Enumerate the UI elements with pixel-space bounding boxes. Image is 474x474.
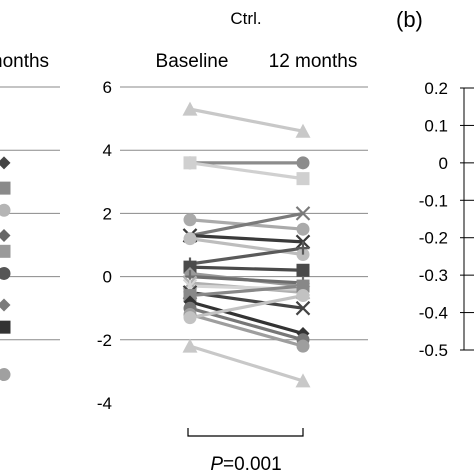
left-marker bbox=[0, 156, 11, 170]
panel-b-y-tick-label: 0 bbox=[439, 154, 448, 173]
panel-b-y-tick-label: -0.5 bbox=[419, 341, 448, 360]
series-4-point-1 bbox=[183, 213, 197, 227]
y-tick-label: -2 bbox=[97, 331, 112, 350]
series-line-9 bbox=[189, 265, 304, 272]
series-1-point-2 bbox=[295, 123, 311, 138]
y-tick-label: 4 bbox=[103, 141, 112, 160]
series-line-20 bbox=[189, 344, 304, 383]
series-line-8 bbox=[189, 246, 304, 266]
series-line-5 bbox=[189, 211, 304, 238]
series-line-1 bbox=[189, 107, 304, 133]
y-tick-label: -4 bbox=[97, 394, 112, 413]
ctrl-series-lines bbox=[189, 107, 304, 383]
series-19-point-2 bbox=[296, 289, 310, 303]
panel-b-y-tick-label: -0.1 bbox=[419, 191, 448, 210]
p-value-text: =0.001 bbox=[223, 454, 282, 474]
x-tick-label-12-months: 12 months bbox=[269, 51, 358, 72]
left-marker bbox=[0, 244, 11, 258]
left-panel-partial: nonths bbox=[0, 51, 60, 382]
left-panel-markers bbox=[0, 156, 11, 382]
left-panel-grid bbox=[0, 86, 60, 341]
panel-b-grid bbox=[460, 87, 474, 351]
series-line-18 bbox=[189, 312, 304, 348]
panel-b-y-axis-ticks: 0.2 0.1 0 -0.1 -0.2 -0.3 -0.4 -0.5 bbox=[419, 79, 448, 360]
series-7-point-1 bbox=[183, 232, 197, 246]
left-marker bbox=[0, 266, 11, 280]
series-line-6 bbox=[189, 233, 304, 244]
panel-b-y-tick-label: 0.2 bbox=[424, 79, 448, 98]
panel-b-y-tick-label: 0.1 bbox=[424, 116, 448, 135]
y-tick-label: 2 bbox=[103, 204, 112, 223]
series-20-point-1 bbox=[182, 338, 198, 353]
series-9-point-2 bbox=[296, 263, 310, 277]
x-tick-label-baseline: Baseline bbox=[156, 51, 229, 72]
left-marker bbox=[0, 368, 11, 382]
left-marker bbox=[0, 229, 11, 243]
series-15-point-2 bbox=[296, 279, 310, 293]
panel-b: (b) 0.2 0.1 0 -0.1 -0.2 -0.3 -0.4 -0.5 bbox=[396, 7, 474, 360]
p-value-annotation: P=0.001 bbox=[210, 454, 281, 474]
left-marker bbox=[0, 298, 11, 312]
y-tick-label: 0 bbox=[103, 268, 112, 287]
series-8-point-2 bbox=[296, 241, 310, 255]
y-tick-label: 6 bbox=[103, 78, 112, 97]
ctrl-panel: Ctrl. Baseline 12 months 6 4 2 0 -2 -4 P=0.00… bbox=[97, 9, 368, 474]
panel-b-label: (b) bbox=[396, 7, 423, 32]
ctrl-series-markers bbox=[182, 101, 311, 388]
left-marker bbox=[0, 203, 11, 217]
panel-b-y-tick-label: -0.2 bbox=[419, 229, 448, 248]
series-4-point-2 bbox=[296, 222, 310, 236]
left-panel-header-fragment: nonths bbox=[0, 51, 49, 72]
series-18-point-2 bbox=[296, 339, 310, 353]
significance-bracket bbox=[187, 428, 304, 437]
series-line-15 bbox=[189, 284, 304, 298]
series-3-point-2 bbox=[296, 172, 310, 186]
p-value-label: P bbox=[210, 454, 223, 474]
ctrl-y-axis-ticks: 6 4 2 0 -2 -4 bbox=[97, 78, 112, 413]
panel-b-y-tick-label: -0.3 bbox=[419, 266, 448, 285]
ctrl-panel-grid bbox=[120, 86, 368, 341]
series-14-point-2 bbox=[295, 300, 311, 316]
series-line-16 bbox=[189, 300, 304, 336]
series-line-11 bbox=[189, 275, 304, 285]
series-line-19 bbox=[189, 293, 304, 320]
series-3-point-1 bbox=[183, 156, 197, 170]
left-marker bbox=[0, 320, 11, 334]
panel-b-y-tick-label: -0.4 bbox=[419, 304, 448, 323]
series-20-point-2 bbox=[295, 373, 311, 388]
ctrl-panel-title: Ctrl. bbox=[230, 9, 261, 28]
left-marker bbox=[0, 181, 11, 195]
series-2-point-2 bbox=[296, 156, 310, 170]
series-1-point-1 bbox=[182, 101, 198, 116]
series-19-point-1 bbox=[183, 311, 197, 325]
series-5-point-2 bbox=[295, 206, 311, 221]
series-line-3 bbox=[189, 161, 304, 181]
